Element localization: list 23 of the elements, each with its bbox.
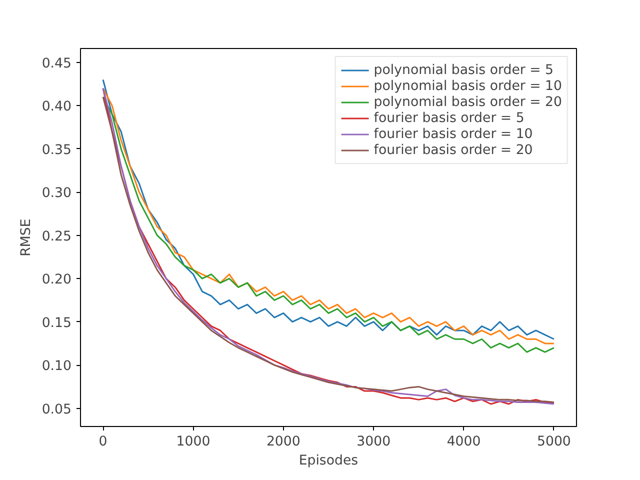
y-tick-label: 0.15 bbox=[42, 316, 72, 331]
x-axis-title: Episodes bbox=[298, 454, 358, 468]
legend-label: fourier basis order = 5 bbox=[374, 110, 524, 126]
y-tick-label: 0.05 bbox=[42, 402, 72, 418]
x-tick-label: 0 bbox=[98, 434, 108, 450]
legend-label: fourier basis order = 20 bbox=[374, 142, 533, 158]
x-tick-label: 2000 bbox=[266, 434, 300, 450]
y-tick-label: 0.30 bbox=[42, 186, 72, 202]
y-tick-label: 0.35 bbox=[42, 142, 72, 158]
x-tick-label: 3000 bbox=[356, 434, 391, 450]
y-tick-label: 0.10 bbox=[42, 359, 72, 374]
y-tick-label: 0.20 bbox=[42, 272, 72, 288]
legend-label: fourier basis order = 10 bbox=[374, 126, 533, 142]
legend-label: polynomial basis order = 5 bbox=[374, 62, 554, 78]
y-tick-label: 0.40 bbox=[42, 100, 72, 115]
x-tick-label: 5000 bbox=[536, 434, 571, 450]
legend-label: polynomial basis order = 20 bbox=[374, 94, 562, 110]
x-tick-label: 1000 bbox=[176, 434, 210, 450]
y-axis-title: RMSE bbox=[18, 218, 34, 256]
y-tick-label: 0.45 bbox=[42, 56, 72, 72]
legend-label: polynomial basis order = 10 bbox=[374, 78, 562, 94]
y-tick-label: 0.25 bbox=[42, 229, 72, 244]
x-tick-label: 4000 bbox=[446, 434, 481, 450]
